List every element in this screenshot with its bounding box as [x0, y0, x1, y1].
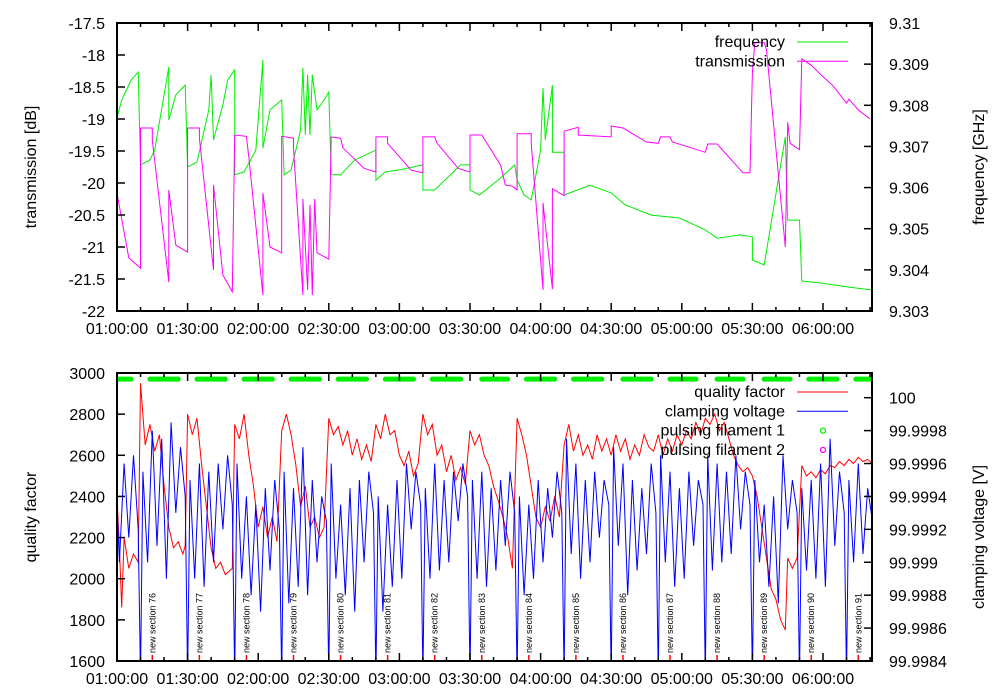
- x-tick-label: 04:30:00: [580, 671, 642, 688]
- y2-tick-label: 99.9996: [889, 457, 947, 474]
- y2-axis-title: frequency [GHz]: [971, 109, 988, 225]
- y2-tick-label: 9.307: [889, 139, 929, 156]
- y-tick-label: -21.5: [69, 272, 106, 289]
- x-tick-label: 03:30:00: [439, 321, 501, 338]
- series-line-quality-factor: [117, 383, 872, 631]
- y-tick-label: -22: [82, 304, 105, 321]
- legend-label: transmission: [695, 53, 785, 70]
- series-line-transmission: [117, 42, 871, 296]
- section-annotation-label: new section 86: [618, 593, 628, 653]
- x-tick-label: 01:30:00: [156, 671, 218, 688]
- y-tick-label: -19: [82, 112, 105, 129]
- y-tick-label: 2600: [69, 448, 105, 465]
- section-annotation-label: new section 91: [853, 593, 863, 653]
- y2-tick-label: 99.9984: [889, 654, 947, 671]
- y-tick-label: -21: [82, 240, 105, 257]
- x-tick-label: 05:00:00: [651, 321, 713, 338]
- x-tick-label: 03:00:00: [368, 321, 430, 338]
- y2-tick-label: 99.999: [889, 555, 938, 572]
- top-plot-transmission-frequency: 01:00:00 01:30:00 02:00:00 02:30:00 03:00:00…: [23, 16, 988, 338]
- y2-tick-label: 9.308: [889, 98, 929, 115]
- x-tick-label: 01:30:00: [156, 321, 218, 338]
- x-tick-label: 06:00:00: [792, 671, 854, 688]
- x-tick-label: 01:00:00: [86, 671, 148, 688]
- section-annotation-label: new section 88: [712, 593, 722, 653]
- y-tick-label: -18.5: [69, 80, 106, 97]
- x-tick-label: 04:30:00: [580, 321, 642, 338]
- section-annotation-label: new section 83: [477, 593, 487, 653]
- y-tick-label: 3000: [69, 366, 105, 383]
- section-annotation-label: new section 89: [759, 593, 769, 653]
- section-annotation-label: new section 90: [806, 593, 816, 653]
- x-tick-label: 02:00:00: [227, 671, 289, 688]
- bottom-plot-quality-clamping: new section 76 new section 77 new section …: [23, 366, 988, 688]
- y-axis-title: transmission [dB]: [23, 106, 40, 229]
- y-tick-label: -17.5: [69, 16, 106, 33]
- legend-label: quality factor: [694, 384, 785, 401]
- y2-tick-label: 9.303: [889, 304, 929, 321]
- plot-frame: [116, 22, 873, 312]
- legend-label: pulsing filament 2: [660, 442, 785, 459]
- plot-area: [117, 42, 872, 296]
- x-tick-label: 03:00:00: [368, 671, 430, 688]
- x-tick-label: 05:30:00: [721, 671, 783, 688]
- legend-label: pulsing filament 1: [660, 423, 785, 440]
- section-annotation-label: new section 80: [336, 593, 346, 653]
- y2-tick-label: 99.9994: [889, 489, 947, 506]
- y2-tick-label: 99.9986: [889, 621, 947, 638]
- x-tick-label: 06:00:00: [792, 321, 854, 338]
- x-tick-label: 05:00:00: [651, 671, 713, 688]
- x-tick-label: 04:00:00: [509, 321, 571, 338]
- y2-tick-label: 9.306: [889, 181, 929, 198]
- y2-tick-label: 9.304: [889, 263, 929, 280]
- y-tick-label: 1600: [69, 654, 105, 671]
- y-tick-label: -18: [82, 48, 105, 65]
- section-annotation-label: new section 85: [571, 593, 581, 653]
- y-axis-title: quality factor: [23, 471, 40, 562]
- x-tick-label: 02:30:00: [298, 671, 360, 688]
- x-tick-label: 02:00:00: [227, 321, 289, 338]
- series-line-clamping-voltage: [117, 422, 872, 661]
- plot-frame: [116, 372, 873, 662]
- x-tick-label: 02:30:00: [298, 321, 360, 338]
- legend-label: frequency: [715, 34, 785, 51]
- legend-marker: [819, 427, 827, 434]
- section-annotation-label: new section 87: [665, 593, 675, 653]
- x-tick-label: 04:00:00: [509, 671, 571, 688]
- legend-marker: [819, 446, 827, 454]
- y-tick-label: 2800: [69, 407, 105, 424]
- y-tick-label: 2400: [69, 489, 105, 506]
- y-tick-label: -20: [82, 176, 105, 193]
- section-annotation-label: new section 84: [524, 593, 534, 653]
- section-annotation-label: new section 82: [430, 593, 440, 653]
- series-line-frequency: [117, 59, 872, 291]
- y-tick-label: 2000: [69, 572, 105, 589]
- y2-tick-label: 9.309: [889, 57, 929, 74]
- x-tick-label: 03:30:00: [439, 671, 501, 688]
- y-tick-label: -20.5: [69, 208, 106, 225]
- section-annotation-label: new section 79: [289, 593, 299, 653]
- x-tick-label: 05:30:00: [721, 321, 783, 338]
- y-tick-label: 2200: [69, 531, 105, 548]
- section-annotation-label: new section 77: [194, 593, 204, 653]
- plot-area: [117, 376, 872, 661]
- y-tick-label: -19.5: [69, 144, 106, 161]
- y2-axis-title: clamping voltage [V]: [971, 465, 988, 609]
- y2-tick-label: 99.9992: [889, 522, 947, 539]
- y2-tick-label: 9.31: [889, 16, 920, 33]
- y-tick-label: 1800: [69, 613, 105, 630]
- legend-label: clamping voltage: [665, 403, 785, 420]
- y2-tick-label: 100: [889, 391, 916, 408]
- x-tick-label: 01:00:00: [86, 321, 148, 338]
- y2-tick-label: 9.305: [889, 222, 929, 239]
- y2-tick-label: 99.9998: [889, 424, 947, 441]
- section-annotation-label: new section 78: [241, 593, 251, 653]
- section-annotation-label: new section 76: [147, 593, 157, 653]
- section-annotation-label: new section 81: [383, 593, 393, 653]
- y2-tick-label: 99.9988: [889, 588, 947, 605]
